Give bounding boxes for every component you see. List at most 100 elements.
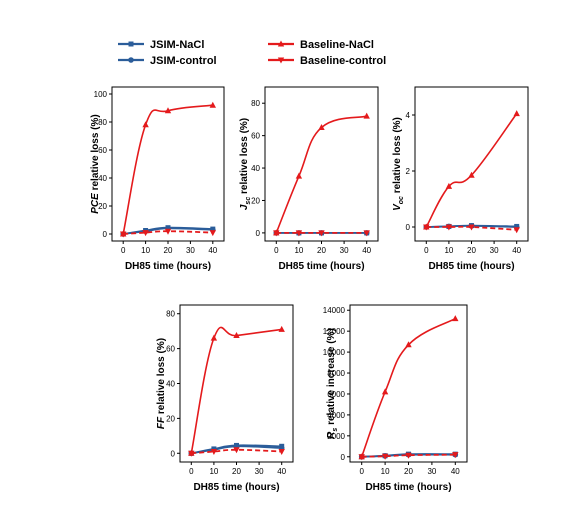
legend-label: Baseline-NaCl — [300, 39, 374, 51]
x-tick-label: 0 — [424, 246, 429, 255]
data-point — [381, 453, 389, 460]
series-baseline-control — [423, 224, 520, 234]
data-point — [468, 171, 475, 178]
data-point — [381, 388, 389, 395]
chart-panel-2: 0 10 20 30 40 0 20 40 60 80 DH85 time (hours) Jsc r… — [239, 86, 379, 272]
x-axis-label: DH85 time (hours) — [278, 261, 364, 272]
legend-label: JSIM-control — [150, 55, 217, 67]
data-point — [445, 224, 453, 231]
x-tick-label: 10 — [381, 467, 390, 476]
series-line — [361, 453, 456, 458]
data-point — [209, 101, 216, 108]
data-point — [278, 325, 285, 332]
y-tick-label: 80 — [251, 99, 260, 108]
x-tick-label: 20 — [317, 246, 326, 255]
legend-label: Baseline-control — [300, 55, 386, 67]
y-tick-label: 100 — [94, 90, 108, 99]
x-tick-label: 0 — [121, 246, 126, 255]
y-tick-label: 60 — [166, 345, 175, 354]
series-line — [190, 326, 282, 454]
series-line — [122, 104, 213, 235]
data-point — [363, 230, 370, 237]
series-line — [425, 113, 518, 228]
x-tick-label: 10 — [209, 467, 218, 476]
y-tick-label: 12000 — [323, 327, 346, 336]
legend-item: Baseline-control — [268, 55, 386, 67]
x-tick-label: 30 — [427, 467, 436, 476]
series-line — [426, 225, 517, 231]
x-tick-label: 30 — [340, 246, 349, 255]
x-tick-label: 10 — [444, 246, 453, 255]
data-point — [513, 227, 520, 234]
x-tick-label: 30 — [255, 467, 264, 476]
y-axis-label: Jsc relative loss (%) — [239, 118, 252, 210]
data-point — [188, 449, 195, 456]
data-point — [423, 223, 430, 230]
x-tick-label: 40 — [362, 246, 371, 255]
data-point — [363, 112, 370, 119]
data-point — [405, 452, 412, 459]
y-tick-label: 20 — [251, 196, 260, 205]
x-tick-label: 10 — [294, 246, 303, 255]
data-point — [468, 224, 475, 231]
y-tick-label: 0 — [171, 449, 176, 458]
y-tick-label: 0 — [256, 229, 261, 238]
y-tick-label: 40 — [98, 174, 107, 183]
y-tick-label: 4 — [406, 111, 411, 120]
legend-item: Baseline-NaCl — [268, 39, 374, 51]
y-tick-label: 40 — [166, 380, 175, 389]
data-point — [318, 230, 325, 237]
y-tick-label: 6000 — [327, 390, 345, 399]
chart-panel-1: 0 10 20 30 40 0 20 40 60 80 100 DH85 time (hours) PC… — [90, 86, 225, 272]
y-tick-label: 20 — [98, 202, 107, 211]
data-point — [445, 182, 453, 189]
x-axis-label: DH85 time (hours) — [125, 261, 211, 272]
legend-marker — [128, 57, 134, 63]
legend-item: JSIM-NaCl — [118, 39, 204, 51]
y-tick-label: 2 — [406, 167, 411, 176]
x-tick-label: 30 — [490, 246, 499, 255]
chart-panel-3: 0 10 20 30 40 0 2 4 DH85 time (hours) Voc relativ… — [392, 86, 529, 272]
x-axis-label: DH85 time (hours) — [193, 482, 279, 493]
series-baseline-nacl — [273, 112, 370, 236]
plot-frame — [414, 86, 529, 242]
data-point — [120, 230, 127, 237]
x-axis-label: DH85 time (hours) — [428, 261, 514, 272]
y-tick-label: 60 — [251, 132, 260, 141]
data-point — [452, 452, 459, 459]
legend-marker — [277, 57, 285, 64]
y-tick-label: 40 — [251, 164, 260, 173]
y-tick-label: 2000 — [327, 432, 345, 441]
x-tick-label: 10 — [141, 246, 150, 255]
y-tick-label: 4000 — [327, 411, 345, 420]
data-point — [295, 172, 303, 179]
y-tick-label: 60 — [98, 146, 107, 155]
data-point — [452, 315, 459, 322]
chart-panel-5: 0 10 20 30 40 0 2000 4000 6000 8000 10000 12000 1400… — [323, 304, 468, 493]
y-axis-label: PCE relative loss (%) — [90, 114, 101, 213]
data-point — [209, 230, 216, 237]
data-point — [513, 110, 520, 117]
series-baseline-nacl — [358, 315, 459, 460]
legend-marker — [128, 41, 134, 47]
series-baseline-nacl — [120, 101, 216, 237]
y-tick-label: 14000 — [323, 306, 346, 315]
x-axis-label: DH85 time (hours) — [365, 482, 451, 493]
x-tick-label: 30 — [186, 246, 195, 255]
legend-label: JSIM-NaCl — [150, 39, 204, 51]
y-tick-label: 80 — [98, 118, 107, 127]
y-axis-label: FF relative loss (%) — [156, 338, 167, 429]
series-line — [191, 448, 282, 455]
y-tick-label: 0 — [103, 230, 108, 239]
x-tick-label: 0 — [359, 467, 364, 476]
legend-item: JSIM-control — [118, 55, 217, 67]
x-tick-label: 40 — [208, 246, 217, 255]
series-baseline-nacl — [188, 325, 285, 456]
series-line — [275, 115, 367, 234]
x-tick-label: 0 — [274, 246, 279, 255]
x-tick-label: 20 — [232, 467, 241, 476]
legend: JSIM-NaCl JSIM-control Baseline-NaCl Baseli… — [118, 39, 386, 67]
series-baseline-nacl — [423, 110, 520, 230]
